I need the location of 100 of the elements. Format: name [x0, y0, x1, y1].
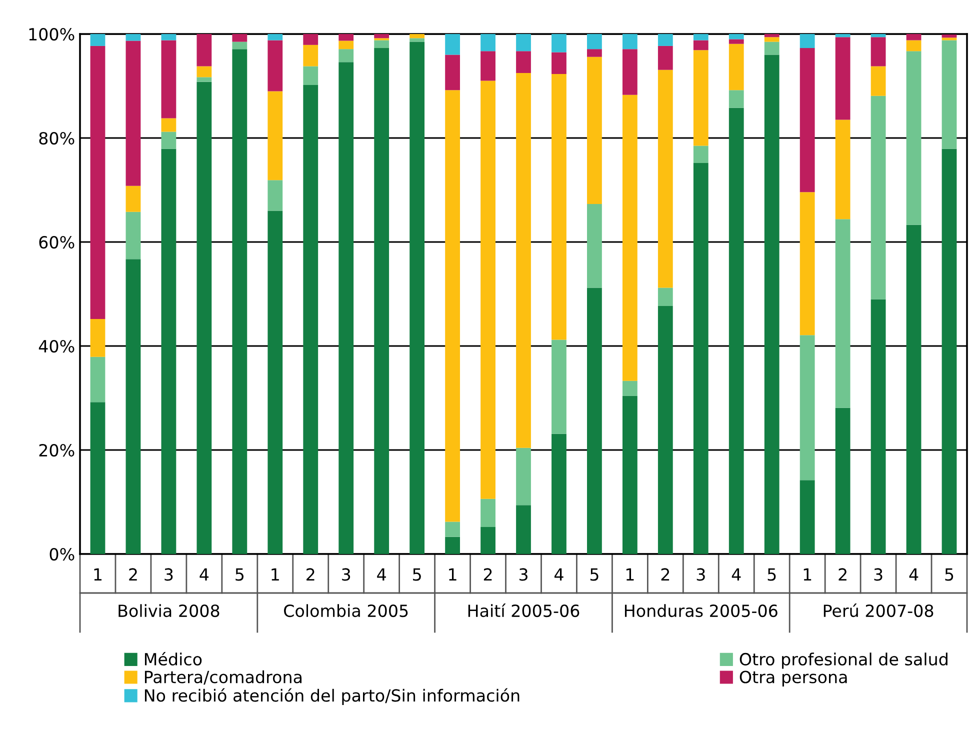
bar	[552, 434, 566, 554]
bar	[587, 34, 602, 50]
x-tick-label: 4	[377, 568, 386, 581]
bar	[303, 44, 318, 66]
bar	[338, 40, 354, 50]
x-tick-label: 1	[94, 568, 102, 581]
bar	[480, 498, 496, 527]
bar	[303, 34, 318, 45]
bar	[268, 180, 283, 211]
bar	[552, 34, 566, 52]
bar	[126, 186, 141, 212]
bar	[374, 48, 390, 554]
x-tick-label: 3	[519, 568, 528, 581]
y-tick-label: 40%	[38, 340, 74, 353]
bar	[90, 34, 106, 46]
bar	[906, 224, 922, 554]
bar	[480, 34, 496, 52]
legend-label: Otro profesional de salud	[740, 652, 948, 669]
bar	[622, 49, 638, 95]
bar	[338, 34, 354, 41]
bar	[90, 356, 106, 402]
x-tick-label: 2	[484, 568, 492, 581]
bar	[622, 34, 638, 50]
bar	[800, 335, 815, 480]
bar	[693, 50, 708, 146]
bar	[161, 132, 176, 149]
bar	[800, 480, 815, 554]
y-tick-label: 20%	[39, 444, 74, 457]
bar	[196, 77, 212, 82]
bar	[303, 66, 318, 85]
x-tick-label: 3	[874, 568, 882, 581]
legend-label: No recibió atención del parto/Sin información	[144, 688, 520, 705]
bar	[268, 91, 283, 180]
text: Bolivia 2008	[118, 604, 220, 618]
bar	[161, 40, 176, 118]
x-tick-label: 5	[413, 568, 421, 581]
bar	[90, 318, 106, 357]
x-tick-label: 2	[661, 568, 670, 581]
bar	[374, 40, 390, 48]
x-tick-label: 4	[732, 568, 741, 581]
bar	[196, 66, 212, 78]
bar	[835, 408, 850, 554]
bar	[622, 94, 638, 381]
x-tick-label: 2	[129, 568, 137, 581]
y-tick-label: 100%	[29, 28, 74, 41]
bar	[90, 46, 106, 319]
bar	[693, 40, 708, 50]
bar	[161, 118, 176, 132]
bar	[764, 34, 780, 38]
bar	[728, 39, 744, 44]
bar	[480, 80, 496, 499]
x-tick-label: 4	[909, 568, 918, 581]
bar	[728, 90, 744, 108]
bar	[800, 192, 815, 336]
bar	[870, 37, 886, 66]
bar	[338, 62, 354, 554]
bar	[728, 44, 744, 90]
bar	[516, 51, 531, 73]
bar	[906, 34, 922, 40]
bar	[516, 34, 531, 52]
text: Honduras 2005-06	[624, 604, 778, 618]
bar	[764, 37, 780, 42]
bar	[870, 34, 886, 38]
x-tick-label: 5	[945, 568, 954, 581]
bar	[516, 505, 531, 554]
bar	[196, 34, 212, 66]
bar	[232, 42, 248, 50]
x-tick-label: 3	[164, 568, 173, 581]
bar	[303, 84, 318, 554]
bar	[658, 288, 673, 306]
bar	[445, 34, 460, 55]
bar	[693, 146, 708, 163]
bar	[693, 34, 708, 40]
bar	[161, 148, 176, 554]
bar	[410, 38, 425, 42]
bar	[445, 522, 460, 537]
x-tick-label: 1	[804, 568, 812, 581]
x-tick-label: 3	[696, 568, 705, 581]
x-tick-label: 1	[626, 568, 634, 581]
bar	[658, 306, 673, 554]
bar	[942, 40, 957, 149]
y-tick-label: 60%	[39, 236, 74, 249]
bar	[552, 52, 566, 74]
bar	[338, 49, 354, 62]
bar	[126, 212, 141, 260]
bar	[942, 148, 957, 554]
x-tick-label: 3	[342, 568, 350, 581]
bar	[764, 42, 780, 55]
bar	[410, 34, 425, 38]
legend-label: Médico	[144, 652, 202, 666]
bar	[728, 34, 744, 40]
bar	[835, 120, 850, 220]
bar	[622, 396, 638, 554]
bar	[90, 402, 106, 554]
x-tick-label: 1	[449, 568, 456, 581]
bar	[232, 49, 248, 554]
bar	[445, 54, 460, 90]
bar	[870, 299, 886, 554]
x-tick-label: 5	[236, 568, 244, 581]
bar	[800, 34, 815, 48]
